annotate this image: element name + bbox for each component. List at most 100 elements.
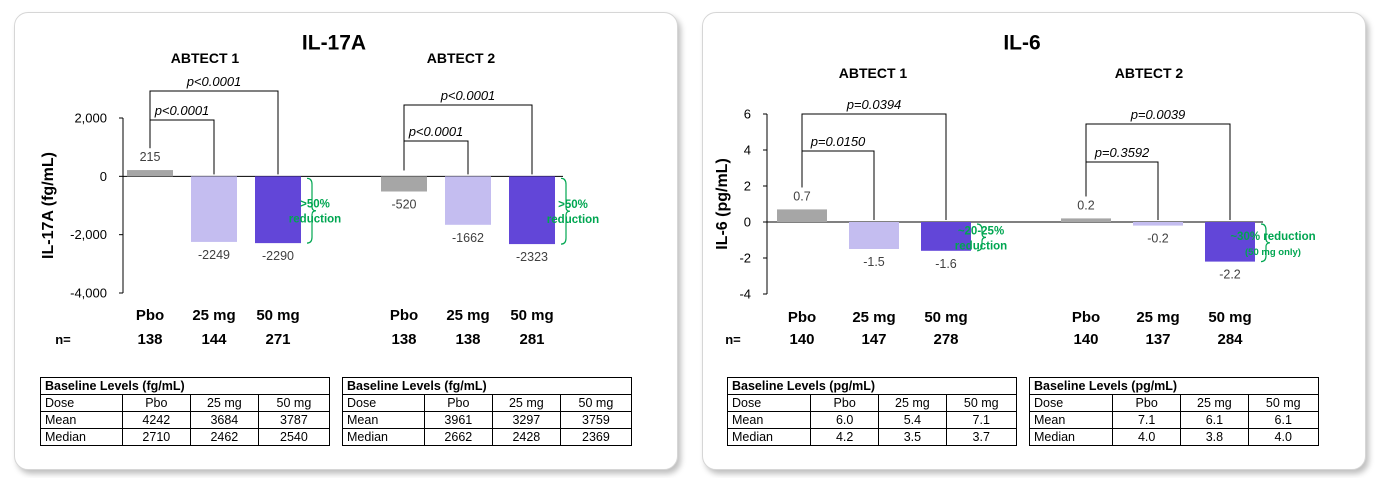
reduction-brace [976,223,987,252]
p-value: p=0.0394 [846,97,902,112]
table-cell: 2462 [189,428,259,446]
bar-pbo [1061,218,1111,222]
p-value: p<0.0001 [154,103,210,118]
n-value: 137 [1145,331,1170,348]
category-label: 25 mg [1136,309,1179,326]
y-tick-label: 2,000 [74,111,107,126]
significance-bracket [403,104,533,175]
table-header-cell: Dose [342,394,425,412]
reduction-annotation: reduction [289,214,341,226]
baseline-table-abtect-1: Baseline Levels (fg/mL) Dose Pbo 25 mg 50 mg… [40,377,331,446]
category-label: Pbo [788,309,816,326]
n-value: 138 [455,331,480,348]
chart-title: IL-6 [1003,31,1040,54]
table-cell: 4.0 [1247,428,1319,446]
n-label: n= [55,332,71,347]
table-cell: 3759 [559,411,633,429]
significance-bracket [801,113,947,220]
category-label: 25 mg [446,307,489,324]
table-cell: Median [1028,428,1114,446]
bar-25mg [1133,222,1183,226]
il17a-panel: IL-17A -4,000 -2,000 0 2,000 IL-17A (fg/mL) n=… [14,12,678,470]
table-header-cell: Dose [40,394,123,412]
p-value: p<0.0001 [408,124,464,139]
table-cell: 5.4 [878,411,947,429]
category-label: 25 mg [852,309,895,326]
table-row: Dose Pbo 25 mg 50 mg [1028,394,1319,412]
p-value: p<0.0001 [440,88,496,103]
n-value: 284 [1217,331,1243,348]
table-cell: 2710 [121,428,191,446]
category-label: 50 mg [1208,309,1251,326]
y-axis-label: IL-17A (fg/mL) [40,152,57,259]
table-row: Mean 7.1 6.1 6.1 [1028,411,1319,429]
il6-chart: IL-6 -4 -2 0 2 4 6 IL-6 (pg/mL) n= ABTECT 1 0.7 Pbo… [714,31,1316,348]
data-label: 215 [140,150,161,164]
table-cell: 3787 [257,411,331,429]
y-tick-label: -2,000 [70,227,107,242]
group-title-abtect-1: ABTECT 1 [171,50,240,66]
table-header-cell: Pbo [423,394,493,412]
p-value: p=0.3592 [1094,145,1150,160]
table-cell: 7.1 [1112,411,1182,429]
group-title-abtect-2: ABTECT 2 [1115,65,1184,81]
n-label: n= [725,332,741,347]
significance-bracket [149,119,215,175]
y-tick-label: 6 [744,107,751,122]
significance-bracket [1085,123,1231,220]
data-label: -2249 [198,248,230,262]
group-title-abtect-1: ABTECT 1 [839,65,908,81]
table-row: Dose Pbo 25 mg 50 mg [40,394,331,412]
table-header-cell: Pbo [121,394,191,412]
y-tick-label: -4,000 [70,286,107,301]
table-cell: Median [342,428,425,446]
n-value: 140 [789,331,814,348]
table-cell: 3.7 [945,428,1017,446]
table-cell: 6.0 [810,411,880,429]
baseline-table-abtect-2: Baseline Levels (fg/mL) Dose Pbo 25 mg 50 mg… [342,377,633,446]
n-value: 144 [201,331,227,348]
baseline-title: Baseline Levels (fg/mL) [40,377,330,395]
category-label: Pbo [1072,309,1100,326]
bar-50mg [1205,222,1255,262]
table-cell: 3.8 [1180,428,1249,446]
table-row: Median 4.2 3.5 3.7 [726,428,1017,446]
reduction-brace [306,177,317,244]
table-cell: 3961 [423,411,493,429]
y-tick-label: 4 [744,143,751,158]
table-cell: 2540 [257,428,331,446]
y-tick-label: -4 [739,287,751,302]
y-tick-label: 2 [744,179,751,194]
n-value: 271 [265,331,290,348]
category-label: 50 mg [510,307,553,324]
data-label: 0.7 [793,189,810,203]
baseline-table-abtect-2: Baseline Levels (pg/mL) Dose Pbo 25 mg 50 mg… [1028,377,1319,446]
reduction-brace [1260,223,1271,263]
table-header-cell: Dose [1028,394,1114,412]
il6-panel: IL-6 -4 -2 0 2 4 6 IL-6 (pg/mL) n= ABTECT 1 0.7 Pbo… [702,12,1366,470]
category-label: 25 mg [192,307,235,324]
table-cell: 3.5 [878,428,947,446]
reduction-annotation: >50% [300,199,330,211]
p-value: p=0.0039 [1130,107,1186,122]
data-label: -2323 [516,250,548,264]
table-cell: 4.0 [1112,428,1182,446]
table-header-cell: Dose [726,394,812,412]
table-cell: Mean [1028,411,1114,429]
table-cell: Mean [342,411,425,429]
baseline-title: Baseline Levels (pg/mL) [1029,377,1319,395]
reduction-annotation: >50% [558,199,588,211]
table-cell: 4242 [121,411,191,429]
baseline-title: Baseline Levels (fg/mL) [342,377,632,395]
table-row: Median 2662 2428 2369 [342,428,633,446]
table-cell: Median [40,428,123,446]
bar-50mg [509,176,555,245]
table-row: Median 4.0 3.8 4.0 [1028,428,1319,446]
y-tick-label: 0 [744,215,751,230]
reduction-annotation: reduction [547,214,599,226]
data-label: -0.2 [1147,232,1169,246]
significance-bracket [1085,161,1159,220]
table-row: Dose Pbo 25 mg 50 mg [726,394,1017,412]
baseline-title: Baseline Levels (pg/mL) [727,377,1017,395]
table-header-cell: Pbo [810,394,880,412]
